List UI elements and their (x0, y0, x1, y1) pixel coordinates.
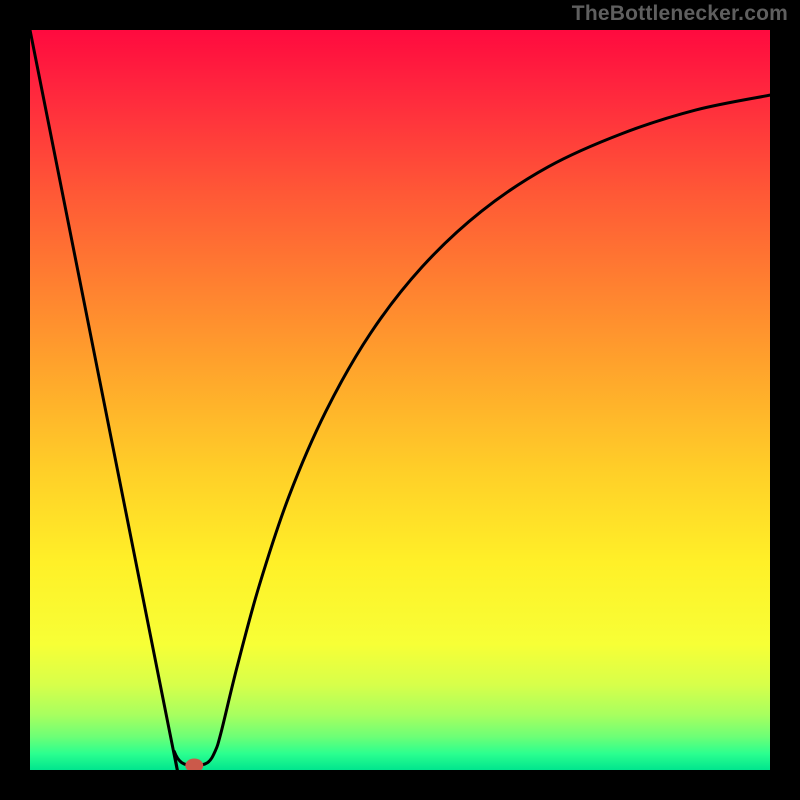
watermark-text: TheBottlenecker.com (572, 2, 788, 26)
gradient-background (30, 30, 770, 770)
plot-area (30, 30, 770, 770)
chart-svg (30, 30, 770, 770)
